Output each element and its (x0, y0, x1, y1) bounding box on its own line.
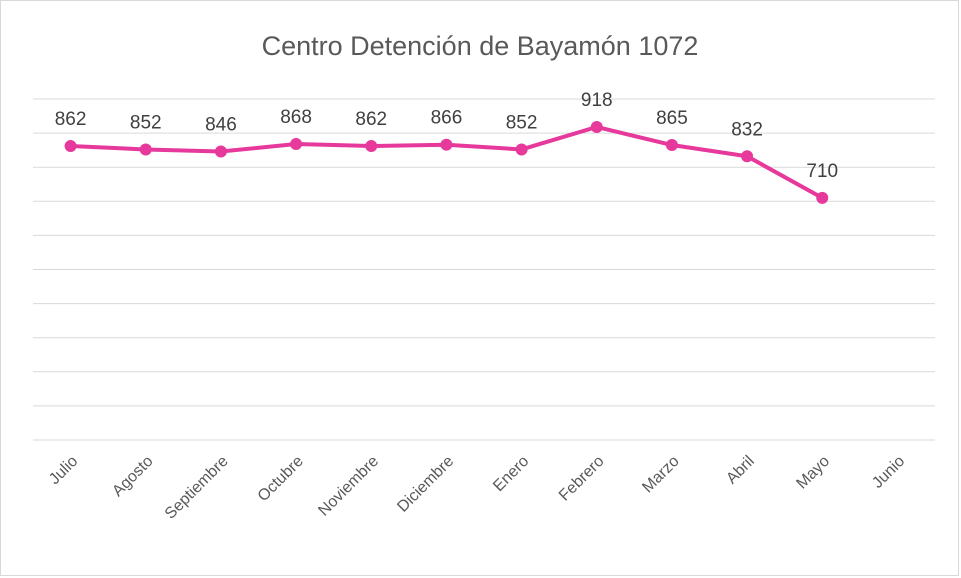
data-point (741, 150, 754, 163)
data-point (440, 138, 453, 151)
chart-title: Centro Detención de Bayamón 1072 (262, 31, 699, 61)
data-point (515, 143, 528, 156)
data-label: 868 (280, 107, 312, 128)
data-label: 862 (55, 109, 87, 130)
data-label: 862 (355, 109, 387, 130)
data-point (290, 138, 303, 151)
data-point (139, 143, 152, 156)
data-point (590, 120, 603, 133)
data-label: 832 (731, 119, 763, 140)
data-point (64, 140, 77, 153)
data-point (665, 139, 678, 152)
data-point (214, 145, 227, 158)
data-label: 866 (431, 108, 463, 129)
data-point (816, 191, 829, 204)
data-label: 865 (656, 108, 688, 129)
data-label: 846 (205, 115, 237, 136)
data-label: 852 (506, 112, 538, 133)
data-point (365, 140, 378, 153)
data-label: 918 (581, 90, 613, 111)
data-label: 852 (130, 112, 162, 133)
data-label: 710 (806, 161, 838, 182)
